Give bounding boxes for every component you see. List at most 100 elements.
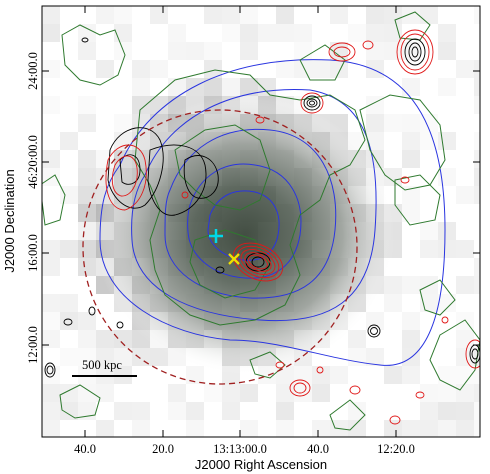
image-pixel [96, 384, 114, 402]
image-pixel [276, 384, 294, 402]
image-pixel [294, 42, 312, 60]
image-pixel [402, 276, 420, 294]
image-pixel [474, 276, 480, 294]
image-pixel [438, 294, 456, 312]
image-pixel [402, 312, 420, 330]
image-pixel [114, 348, 132, 366]
image-pixel [168, 384, 186, 402]
image-pixel [438, 78, 456, 96]
image-pixel [438, 402, 456, 420]
image-pixel [276, 402, 294, 420]
image-pixel [42, 258, 60, 276]
image-pixel [150, 60, 168, 78]
image-pixel [276, 6, 294, 24]
image-pixel [42, 24, 60, 42]
image-pixel [240, 42, 258, 60]
image-pixel [420, 420, 438, 437]
image-pixel [456, 348, 474, 366]
image-pixel [60, 132, 78, 150]
image-pixel [78, 384, 96, 402]
image-pixel [186, 420, 204, 437]
cyan-cross-marker [209, 229, 223, 243]
image-pixel [402, 78, 420, 96]
image-pixel [366, 6, 384, 24]
image-pixel [78, 42, 96, 60]
image-pixel [132, 78, 150, 96]
image-pixel [402, 6, 420, 24]
image-pixel [312, 384, 330, 402]
image-pixel [222, 6, 240, 24]
image-pixel [42, 294, 60, 312]
image-pixel [420, 132, 438, 150]
image-pixel [348, 420, 366, 437]
yellow-x-marker [228, 253, 240, 265]
image-pixel [348, 330, 366, 348]
image-pixel [348, 402, 366, 420]
image-pixel [474, 6, 480, 24]
image-pixel [240, 24, 258, 42]
image-pixel [474, 366, 480, 384]
axis-ticks [42, 6, 480, 437]
image-pixel [258, 78, 276, 96]
image-pixel [402, 150, 420, 168]
image-pixel [456, 366, 474, 384]
image-pixel [132, 96, 150, 114]
image-pixel [474, 186, 480, 204]
image-pixel [114, 114, 132, 132]
x-tick-label: 12:20.0 [377, 442, 415, 456]
x-tick-label: 13:13:00.0 [213, 442, 267, 456]
image-pixel [258, 24, 276, 42]
image-pixel [348, 348, 366, 366]
image-pixel [384, 42, 402, 60]
image-pixel [402, 114, 420, 132]
image-pixel [384, 366, 402, 384]
image-pixel [78, 348, 96, 366]
image-pixel [384, 24, 402, 42]
image-pixel [132, 402, 150, 420]
image-pixel [474, 258, 480, 276]
image-pixel [168, 42, 186, 60]
image-pixel [474, 420, 480, 437]
diffuse-emission [95, 95, 395, 375]
image-pixel [456, 186, 474, 204]
image-pixel [384, 294, 402, 312]
image-pixel [276, 420, 294, 437]
image-pixel [150, 96, 168, 114]
image-pixel [60, 294, 78, 312]
image-pixel [60, 312, 78, 330]
image-pixel [96, 150, 114, 168]
image-pixel [132, 60, 150, 78]
image-pixel [240, 420, 258, 437]
image-pixel [276, 60, 294, 78]
image-pixel [456, 60, 474, 78]
image-pixel [222, 24, 240, 42]
image-pixel [42, 384, 60, 402]
image-pixel [438, 132, 456, 150]
image-pixel [78, 150, 96, 168]
image-pixel [420, 384, 438, 402]
x-axis-title: J2000 Right Ascension [195, 457, 327, 472]
y-tick-label: 16:00.0 [26, 234, 40, 272]
image-pixel [438, 240, 456, 258]
image-pixel [438, 384, 456, 402]
image-pixel [222, 402, 240, 420]
y-tick-label: 46:20:00.0 [26, 135, 40, 189]
image-pixel [240, 6, 258, 24]
image-pixel [96, 60, 114, 78]
image-pixel [312, 420, 330, 437]
red-contours [105, 29, 480, 425]
image-pixel [204, 60, 222, 78]
x-tick-label: 40.0 [74, 442, 96, 456]
image-pixel [78, 96, 96, 114]
image-pixel [294, 384, 312, 402]
image-pixel [42, 96, 60, 114]
image-pixel [456, 402, 474, 420]
image-pixel [474, 132, 480, 150]
image-pixel [438, 366, 456, 384]
image-pixel [384, 420, 402, 437]
image-pixel [456, 312, 474, 330]
image-pixel [186, 42, 204, 60]
image-pixel [186, 366, 204, 384]
image-pixel [438, 222, 456, 240]
y-tick-label: 24:00.0 [26, 52, 40, 90]
